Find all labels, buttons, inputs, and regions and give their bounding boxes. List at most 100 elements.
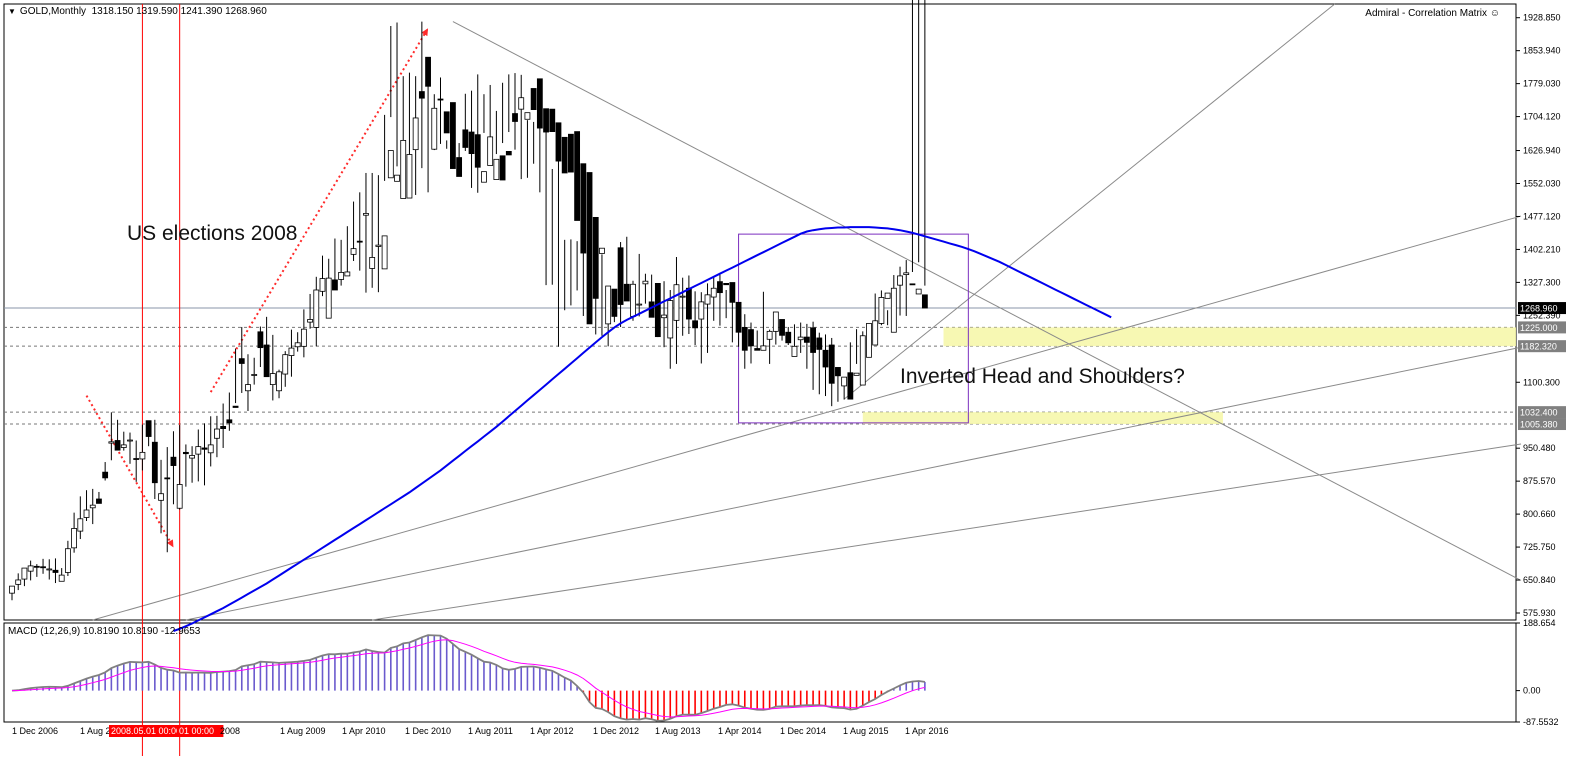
price-axis-label: 725.750 [1523,542,1556,552]
candle-body [474,134,481,168]
macd-axis-label: 0.00 [1523,686,1541,696]
candle-body [524,112,531,120]
candle-body [238,358,245,364]
price-axis-label: 1928.850 [1523,13,1561,23]
candle-body [710,287,717,298]
candle-body [915,288,922,295]
level-tag [1518,406,1566,419]
price-axis-label: 1626.940 [1523,146,1561,156]
time-axis-label: 1 Dec 2012 [593,726,639,736]
macd-line [11,634,926,722]
candle-body [642,280,649,285]
candle-body [9,585,15,594]
candle-body [493,158,500,180]
candle-body [64,548,71,573]
candle-body [859,335,866,386]
candle-body [536,78,543,129]
candle-body [766,330,773,340]
candle-body [617,247,624,305]
candle-body [499,155,506,181]
annotation-us-elections[interactable]: US elections 2008 [127,222,298,245]
time-label-highlight [177,725,224,737]
candle-body [257,331,264,349]
candle-body [232,405,239,408]
candle-body [611,288,618,317]
candle-body [878,297,885,324]
candle-body [630,283,636,317]
candle-body [120,444,127,448]
candle-body [890,287,897,333]
candle-body [33,565,40,568]
candle-body [182,451,189,455]
candle-body [151,441,158,484]
candle-body [71,528,77,549]
candle-body [754,348,761,351]
candle-body [853,372,860,376]
candle-body [282,354,289,375]
candle-body [561,136,568,174]
indicator-label: Admiral - Correlation Matrix ☺ [1365,8,1500,19]
macd-axis-label: 188.654 [1523,618,1556,628]
dropdown-triangle-icon[interactable]: ▼ [8,7,16,16]
price-axis-label: 1327.300 [1523,277,1561,287]
annotation-inverted-head-shoulders[interactable]: Inverted Head and Shoulders? [900,365,1185,388]
level-tag [1518,321,1566,334]
macd-axis-label: -87.5532 [1523,717,1559,727]
candle-body [568,133,574,173]
candle-body [251,374,258,376]
time-axis-label: 1 Aug 2015 [843,726,889,736]
candle-body [52,569,59,573]
candle-body [40,566,46,569]
candle-body [269,373,276,386]
macd-pane [3,622,1517,723]
candle-body [245,384,251,392]
level-tag [1518,418,1566,431]
candle-body [903,272,910,275]
candle-body [77,518,84,532]
candle-body [437,98,444,101]
candle-body [648,301,655,318]
candle-body [375,244,382,247]
candle-body [431,107,438,150]
arrow-head [166,539,174,548]
candle-body [512,113,518,122]
candle-body [214,428,220,439]
candle-body [772,311,779,332]
time-axis-label: 1 Aug 2013 [655,726,701,736]
candle-body [350,248,357,255]
candle-body [599,247,605,254]
candle-body [164,477,171,480]
candle-body [704,294,711,305]
candle-body [847,372,854,400]
price-axis-label: 1252.390 [1523,310,1561,320]
candle-body [810,327,816,353]
candle-body [816,337,823,350]
candle-body [189,455,195,459]
level-tag-label: 1032.400 [1520,408,1558,418]
price-axis-label: 1477.120 [1523,211,1561,221]
candle-body [698,301,705,320]
last-price-label: 1268.960 [1520,304,1558,314]
candle-body [803,336,810,343]
candle-body [226,419,233,424]
candle-body [673,284,680,321]
candle-body [530,88,537,111]
time-axis-label: 1 Dec 2010 [405,726,451,736]
candle-body [412,117,419,151]
trendline-fan [372,443,1522,621]
candle-body [884,292,891,299]
price-axis-label: 650.840 [1523,575,1556,585]
symbol-label: GOLD,Monthly [19,6,87,17]
time-label-highlight [109,725,198,737]
dotted-arrow [85,395,175,548]
candle-body [207,444,214,454]
candle-body [288,347,295,356]
candle-body [462,129,469,148]
candle-body [549,108,556,133]
candle-body [481,171,487,183]
candle-body [201,447,208,450]
candle-body [443,111,450,134]
price-axis-label: 1704.120 [1523,112,1561,122]
